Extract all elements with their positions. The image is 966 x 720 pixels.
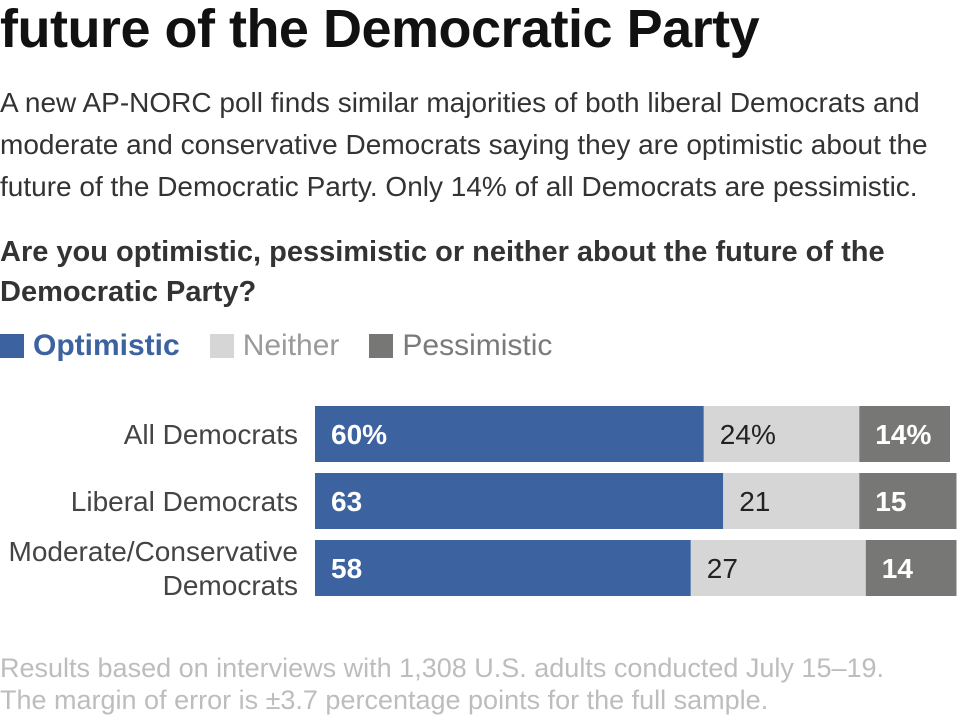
category-label-0: All Democrats bbox=[124, 419, 298, 450]
bar-pessimistic-2 bbox=[865, 540, 957, 596]
data-label-neither-0: 24% bbox=[720, 419, 776, 450]
stacked-bar-chart: All Democrats 60% 24% 14% Liberal Democrats 6… bbox=[9, 406, 957, 601]
bar-pessimistic-1 bbox=[859, 473, 957, 529]
data-label-optimistic-0: 60% bbox=[331, 419, 387, 450]
data-label-pessimistic-1: 15 bbox=[875, 486, 906, 517]
category-label-2: Moderate/Conservative Democrats bbox=[9, 536, 298, 601]
bar-neither-2 bbox=[690, 540, 866, 596]
data-label-pessimistic-0: 14% bbox=[875, 419, 931, 450]
legend-item-optimistic: Optimistic bbox=[0, 329, 180, 363]
legend-label-neither: Neither bbox=[242, 329, 340, 362]
data-label-neither-1: 21 bbox=[739, 486, 770, 517]
survey-question: Are you optimistic, pessimistic or neith… bbox=[0, 236, 885, 308]
footnote-line-sample: Results based on interviews with 1,308 U… bbox=[0, 653, 885, 683]
bar-pessimistic-0 bbox=[859, 406, 950, 462]
legend-swatch-optimistic bbox=[0, 334, 24, 358]
chart-subtitle: A new AP-NORC poll finds similar majorit… bbox=[0, 87, 928, 202]
bar-neither-0 bbox=[703, 406, 860, 462]
legend-swatch-pessimistic bbox=[369, 334, 394, 358]
data-label-optimistic-2: 58 bbox=[331, 553, 362, 584]
legend: Optimistic Neither Pessimistic bbox=[0, 328, 582, 364]
legend-item-pessimistic: Pessimistic bbox=[369, 329, 552, 363]
bar-optimistic-1 bbox=[315, 473, 724, 529]
footnote: Results based on interviews with 1,308 U… bbox=[0, 652, 966, 716]
legend-label-optimistic: Optimistic bbox=[33, 329, 180, 362]
legend-item-neither: Neither bbox=[209, 329, 340, 363]
bar-neither-1 bbox=[723, 473, 860, 529]
data-label-optimistic-1: 63 bbox=[331, 486, 362, 517]
footnote-line-margin: The margin of error is ±3.7 percentage p… bbox=[0, 685, 769, 715]
data-label-neither-2: 27 bbox=[707, 553, 738, 584]
category-label-1: Liberal Democrats bbox=[71, 486, 298, 517]
legend-swatch-neither bbox=[209, 334, 234, 358]
bar-optimistic-2 bbox=[315, 540, 691, 596]
chart-title: future of the Democratic Party bbox=[0, 0, 760, 59]
data-label-pessimistic-2: 14 bbox=[882, 553, 914, 584]
legend-label-pessimistic: Pessimistic bbox=[402, 329, 553, 362]
bar-optimistic-0 bbox=[315, 406, 704, 462]
